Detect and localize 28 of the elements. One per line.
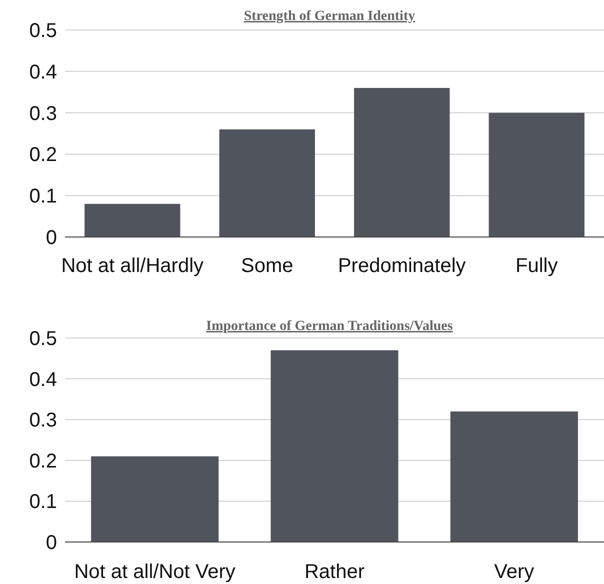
bar	[84, 204, 180, 237]
chart-title: Strength of German Identity	[244, 9, 416, 24]
y-tick-label: 0.4	[29, 61, 57, 84]
bar	[219, 129, 315, 237]
y-tick-label: 0.4	[29, 368, 57, 391]
chart-title: Importance of German Traditions/Values	[206, 319, 454, 334]
y-tick-label: 0.1	[29, 491, 57, 514]
y-tick-label: 0.5	[29, 20, 57, 42]
y-tick-label: 0	[46, 532, 57, 554]
bar	[450, 411, 578, 542]
y-tick-label: 0.3	[29, 102, 57, 125]
bar	[270, 350, 398, 542]
y-tick-label: 0	[46, 227, 57, 249]
bar	[91, 456, 219, 542]
x-tick-label: Predominately	[338, 255, 466, 277]
x-tick-label: Some	[241, 255, 294, 277]
y-tick-label: 0.2	[29, 144, 57, 166]
x-tick-label: Not at all/Not Very	[74, 561, 236, 583]
y-tick-label: 0.5	[29, 328, 57, 350]
x-tick-label: Very	[494, 561, 534, 583]
x-tick-label: Not at all/Hardly	[61, 255, 204, 277]
bar	[488, 112, 584, 237]
x-tick-label: Fully	[516, 255, 558, 277]
y-tick-label: 0.2	[29, 450, 57, 472]
y-tick-label: 0.3	[29, 410, 57, 432]
bar	[354, 88, 450, 237]
y-tick-label: 0.1	[29, 186, 57, 208]
x-tick-label: Rather	[304, 561, 365, 583]
